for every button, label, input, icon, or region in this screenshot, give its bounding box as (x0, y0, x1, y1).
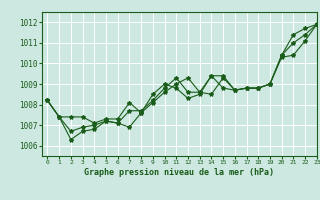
X-axis label: Graphe pression niveau de la mer (hPa): Graphe pression niveau de la mer (hPa) (84, 168, 274, 177)
